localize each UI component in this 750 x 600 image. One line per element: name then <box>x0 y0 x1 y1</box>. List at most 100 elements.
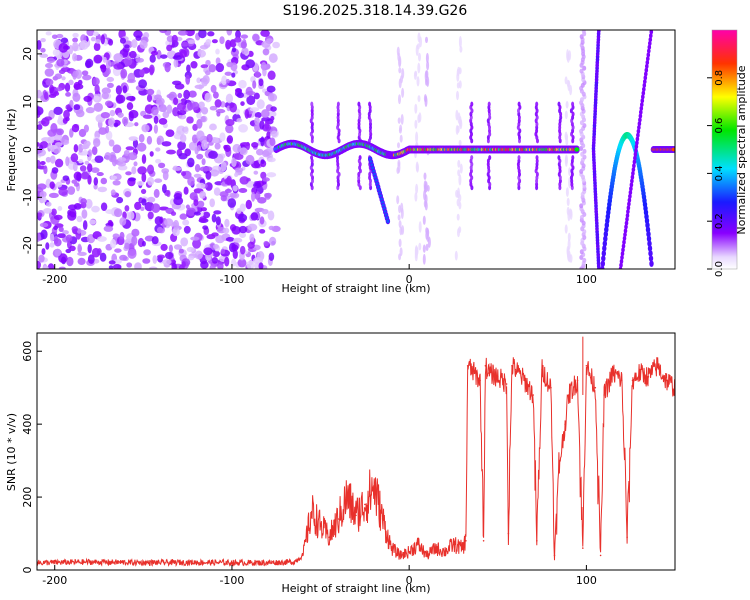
heat-cell-937 <box>174 83 185 90</box>
heat-cell-562 <box>249 233 255 243</box>
snr-frame <box>36 332 676 571</box>
heat-cell-474 <box>140 206 145 211</box>
snr-ytick-label-2: 400 <box>21 414 34 435</box>
heat-cell-446 <box>149 151 154 157</box>
heat-cell-2243 <box>639 105 644 111</box>
heat-cell-2263 <box>649 30 654 35</box>
heat-cell-863 <box>63 109 70 119</box>
heat-cell-966 <box>146 135 153 145</box>
heat-cell-1144 <box>413 71 417 80</box>
heat-cell-486 <box>75 109 85 118</box>
heat-cell-311 <box>112 144 122 154</box>
heat-cell-2246 <box>641 94 645 100</box>
heat-cell-728 <box>78 158 84 164</box>
heat-cell-1098 <box>94 84 100 95</box>
heat-cell-870 <box>154 216 163 226</box>
heat-cell-940 <box>177 92 183 99</box>
heat-cell-836 <box>73 182 80 187</box>
colorbar-ticks: 0.0 0.2 0.4 0.6 0.8 <box>707 70 725 277</box>
heat-cell-971 <box>80 171 90 180</box>
heat-cell-840 <box>53 106 63 116</box>
spectrogram-marks <box>37 30 675 269</box>
heat-cell-945 <box>107 219 113 226</box>
snr-point-13 <box>355 514 357 517</box>
heat-cell-1078 <box>117 157 127 162</box>
heat-cell-2104 <box>601 250 606 257</box>
heat-cell-678 <box>231 72 236 78</box>
heat-cell-691 <box>164 218 174 227</box>
heat-cell-1945 <box>579 249 584 255</box>
heat-cell-1087 <box>191 101 200 111</box>
heat-cell-1126 <box>398 127 402 134</box>
heat-cell-1403 <box>517 101 521 107</box>
heat-cell-1435 <box>557 155 561 161</box>
heat-cell-481 <box>56 128 64 136</box>
heat-cell-774 <box>254 116 260 126</box>
heat-cell-649 <box>177 30 188 36</box>
heat-cell-916 <box>268 252 275 262</box>
heat-cell-1238 <box>569 254 573 263</box>
heat-cell-1047 <box>69 245 76 252</box>
heat-cell-795 <box>268 53 278 63</box>
heat-cell-950 <box>94 155 104 163</box>
heat-cell-1074 <box>177 110 187 116</box>
heat-cell-211 <box>133 161 138 167</box>
heat-cell-2240 <box>638 117 642 123</box>
heat-cell-245 <box>37 260 41 269</box>
heat-cell-1085 <box>96 248 102 256</box>
heat-cell-926 <box>77 79 83 85</box>
heat-cell-760 <box>164 62 171 73</box>
heat-cell-960 <box>227 198 237 208</box>
heat-cell-942 <box>156 135 164 145</box>
heat-cell-1116 <box>397 214 401 221</box>
heat-cell-348 <box>126 102 134 111</box>
heat-cell-841 <box>124 44 130 49</box>
heat-cell-145 <box>180 171 187 177</box>
heat-cell-931 <box>183 89 190 100</box>
heat-cell-1094 <box>57 206 63 211</box>
snr-point-10 <box>328 536 331 538</box>
heat-cell-1082 <box>213 244 219 249</box>
heat-cell-197 <box>69 128 74 138</box>
heat-cell-1006 <box>223 227 230 234</box>
heat-cell-1016 <box>205 170 212 180</box>
heat-cell-707 <box>77 243 82 254</box>
snr-point-4 <box>231 561 233 564</box>
heat-cell-95 <box>137 166 147 175</box>
heat-cell-626 <box>122 116 129 126</box>
heat-cell-2257 <box>646 52 651 58</box>
heat-cell-1010 <box>211 232 219 237</box>
heat-cell-384 <box>205 59 211 66</box>
heat-cell-826 <box>87 254 95 265</box>
heat-cell-1248 <box>565 138 569 146</box>
heat-cell-2250 <box>643 79 647 85</box>
snr-series-line <box>37 357 675 567</box>
heat-cell-849 <box>270 106 277 112</box>
heat-cell-1171 <box>423 189 427 201</box>
heat-cell-1359 <box>470 101 474 107</box>
heat-cell-1122 <box>400 207 404 220</box>
heat-cell-740 <box>110 239 117 249</box>
heat-cell-735 <box>166 44 173 52</box>
heat-cell-899 <box>58 187 68 196</box>
heat-cell-956 <box>113 53 123 63</box>
heat-cell-814 <box>134 122 139 127</box>
heat-cell-976 <box>146 88 155 96</box>
heat-cell-843 <box>213 187 221 196</box>
snr-point-16 <box>381 518 384 520</box>
heat-cell-885 <box>46 201 52 207</box>
spectrogram-ytick-label-1: -10 <box>21 188 34 206</box>
heat-cell-567 <box>204 92 212 103</box>
heat-cell-898 <box>173 196 184 206</box>
heat-cell-883 <box>71 226 78 233</box>
heat-cell-1045 <box>232 185 238 192</box>
heat-cell-81 <box>258 228 266 234</box>
heat-cell-1059 <box>246 260 255 269</box>
heat-cell-2218 <box>627 201 631 207</box>
heat-cell-1129 <box>399 226 403 236</box>
heat-cell-1021 <box>187 157 195 168</box>
heat-cell-1206 <box>457 187 460 199</box>
heat-cell-286 <box>196 77 202 84</box>
heat-cell-726 <box>238 79 247 89</box>
